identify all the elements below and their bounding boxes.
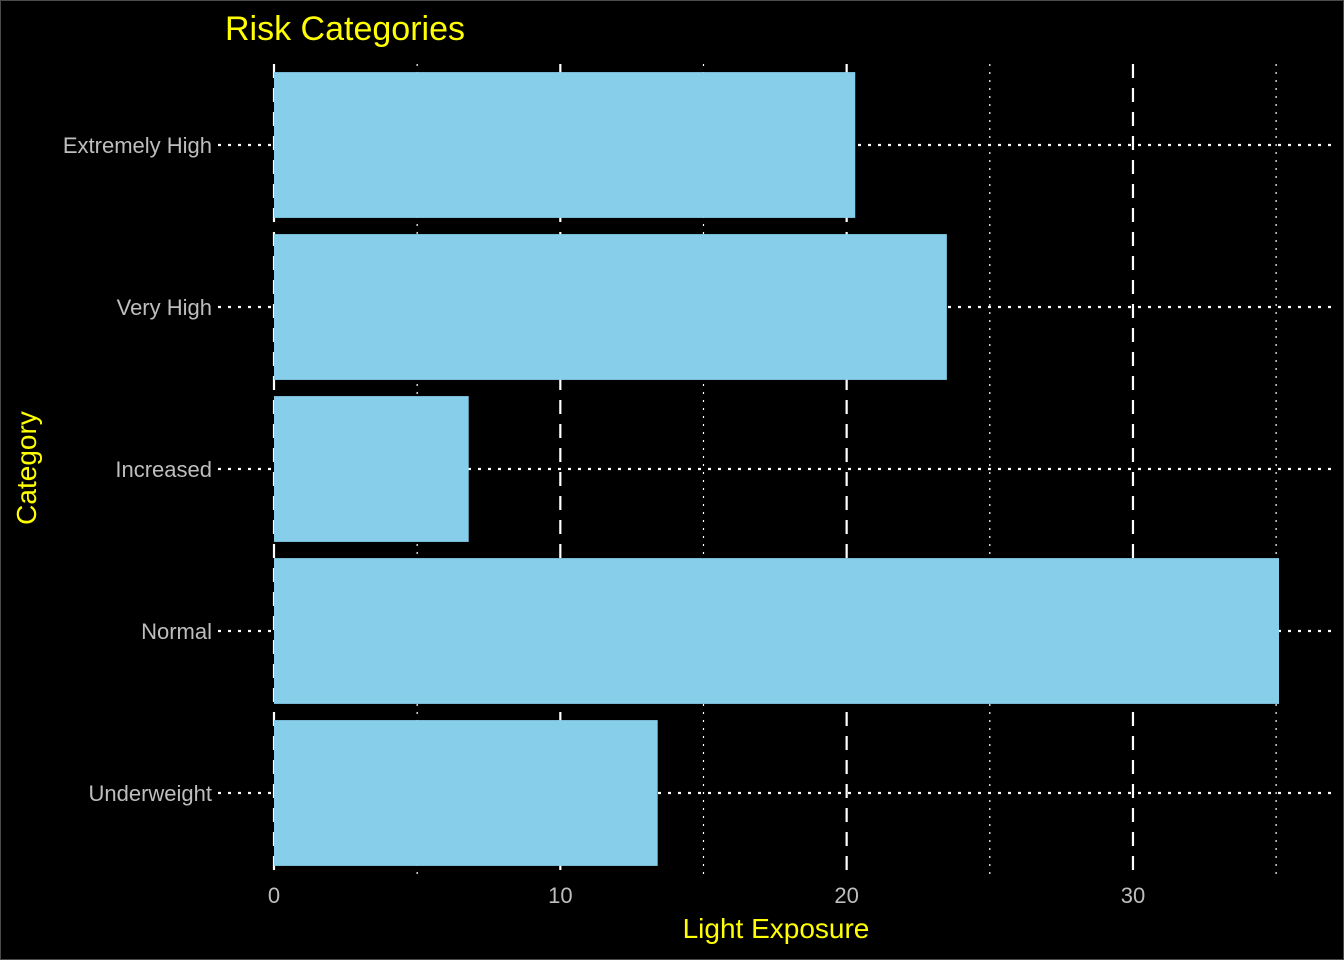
bar-underweight <box>274 720 658 866</box>
y-tick-label: Very High <box>117 295 212 320</box>
tick-labels: Underweight Normal Increased Very High Extre… <box>63 133 1145 908</box>
bar-normal <box>274 558 1279 704</box>
x-tick-label: 0 <box>268 883 280 908</box>
bar-very-high <box>274 234 947 380</box>
x-tick-label: 20 <box>834 883 858 908</box>
x-axis-title: Light Exposure <box>683 913 870 944</box>
bar-extremely-high <box>274 72 856 218</box>
y-axis-title: Category <box>11 411 42 525</box>
y-tick-label: Normal <box>141 619 212 644</box>
x-tick-label: 10 <box>548 883 572 908</box>
x-tick-label: 30 <box>1121 883 1145 908</box>
y-tick-label: Increased <box>115 457 212 482</box>
chart-title: Risk Categories <box>225 10 465 48</box>
y-tick-label: Extremely High <box>63 133 212 158</box>
bar-increased <box>274 396 469 542</box>
bars <box>274 72 1279 866</box>
y-tick-label: Underweight <box>88 781 212 806</box>
